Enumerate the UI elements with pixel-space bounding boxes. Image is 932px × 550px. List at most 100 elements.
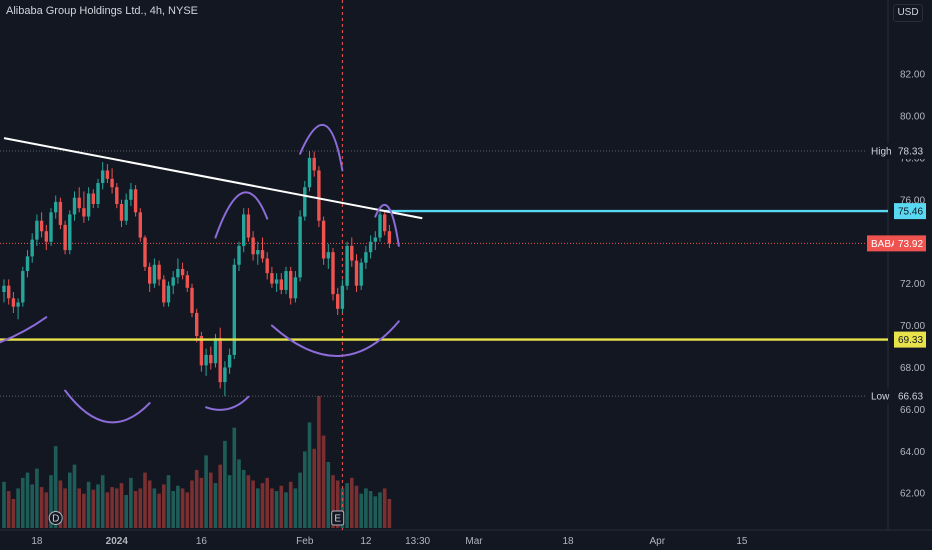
event-marker-d[interactable]: D xyxy=(48,511,63,525)
volume-bar xyxy=(260,483,265,528)
volume-bar xyxy=(21,477,25,528)
resistance-label-text: 75.46 xyxy=(898,207,923,218)
cap-arc xyxy=(374,203,400,247)
price-axis[interactable]: 82.0080.0078.0076.0074.0072.0070.0068.00… xyxy=(867,70,926,500)
candle-body xyxy=(279,279,283,290)
resistance-label: 75.46 xyxy=(894,203,926,220)
volume-bar xyxy=(331,475,335,528)
candle-body xyxy=(35,220,39,240)
candle-body xyxy=(30,239,34,257)
candle-body xyxy=(242,214,246,246)
candle-body xyxy=(237,245,241,265)
candle-body xyxy=(162,279,166,303)
price-label-value: 66.63 xyxy=(898,392,923,403)
volume-bar xyxy=(82,493,86,528)
candle-body xyxy=(350,245,354,261)
candle-body xyxy=(336,294,340,309)
currency-button[interactable]: USD xyxy=(893,4,923,22)
support-label-box xyxy=(894,331,926,348)
candle-body xyxy=(199,336,204,366)
volume-bar xyxy=(194,469,199,528)
time-tick: 2024 xyxy=(106,536,129,547)
cup-arc xyxy=(0,316,48,344)
candle-body xyxy=(91,193,95,204)
price-label-value-box xyxy=(894,142,926,159)
volume-bar xyxy=(223,440,227,528)
candle-body xyxy=(378,214,382,238)
candle-body xyxy=(72,197,77,215)
volume-bar xyxy=(110,487,114,528)
volume-bar xyxy=(359,493,363,528)
candle-body xyxy=(129,189,133,200)
volume-bar xyxy=(115,488,119,528)
event-marker-label: D xyxy=(52,514,59,525)
time-tick: 15 xyxy=(736,536,748,547)
cap-arc xyxy=(299,123,344,172)
candle-body xyxy=(176,268,180,278)
time-tick: 12 xyxy=(360,536,372,547)
volume-bar xyxy=(166,475,171,528)
candle-body xyxy=(293,277,298,299)
volume-bar xyxy=(16,488,20,528)
candle-body xyxy=(138,212,142,238)
volume-bar xyxy=(124,495,128,528)
volume-bar xyxy=(251,480,255,528)
volume-bar xyxy=(298,472,302,528)
candle-body xyxy=(223,367,227,383)
candle-body xyxy=(110,178,114,188)
volume-bar xyxy=(317,396,321,528)
time-tick: Apr xyxy=(650,536,666,547)
candle-body xyxy=(49,212,53,242)
candle-body xyxy=(101,170,105,184)
time-tick: Feb xyxy=(296,536,314,547)
volume-bar xyxy=(11,498,16,528)
volume-bar xyxy=(303,451,307,528)
volume-bar xyxy=(368,491,373,528)
candle-body xyxy=(204,354,208,366)
price-label-value-box xyxy=(894,388,926,405)
support-label: 69.33 xyxy=(894,331,926,348)
candle-body xyxy=(195,312,199,337)
candle-body xyxy=(303,187,307,217)
volume-bar xyxy=(204,455,208,528)
cup-arc xyxy=(64,389,151,424)
volume-bar xyxy=(185,492,190,528)
drawings[interactable] xyxy=(0,123,888,424)
candle-body xyxy=(289,271,293,299)
volume-bar xyxy=(350,477,354,528)
volume-bar xyxy=(133,491,138,528)
volume-bar xyxy=(335,480,340,528)
candle-body xyxy=(354,260,359,286)
candle-body xyxy=(86,193,91,217)
volume-bar xyxy=(143,472,147,528)
candle-body xyxy=(209,354,213,364)
support-label-text: 69.33 xyxy=(898,335,923,346)
price-tick: 76.00 xyxy=(900,195,925,206)
volume-bar xyxy=(241,469,246,528)
time-axis[interactable]: 18 2024 16 Feb 12 13:30 Mar 18 Apr 15 D E xyxy=(31,510,748,547)
volume-bar xyxy=(293,488,298,528)
candle-body xyxy=(25,256,30,272)
candle-body xyxy=(105,170,110,179)
price-label-baba: BABA 73.92 xyxy=(867,235,926,252)
time-tick: 16 xyxy=(196,536,208,547)
cup-arc xyxy=(270,320,400,357)
volume-bar xyxy=(2,481,6,528)
volume-bar xyxy=(199,477,204,528)
price-tick: 70.00 xyxy=(900,321,925,332)
price-label-low: Low 66.63 xyxy=(867,388,926,405)
event-marker-e[interactable]: E xyxy=(331,510,345,526)
price-label-name: Low xyxy=(871,392,890,403)
volume-bar xyxy=(44,492,49,528)
volume-bar xyxy=(25,472,30,528)
candle-body xyxy=(251,237,255,255)
volume-bar xyxy=(49,475,53,528)
candle-body xyxy=(185,275,189,288)
resistance-label-box xyxy=(894,203,926,220)
volume-bar xyxy=(373,496,378,528)
volume-bar xyxy=(152,488,157,528)
volume-bar xyxy=(147,480,152,528)
volume-bar xyxy=(218,464,222,528)
candle-body xyxy=(54,201,58,213)
